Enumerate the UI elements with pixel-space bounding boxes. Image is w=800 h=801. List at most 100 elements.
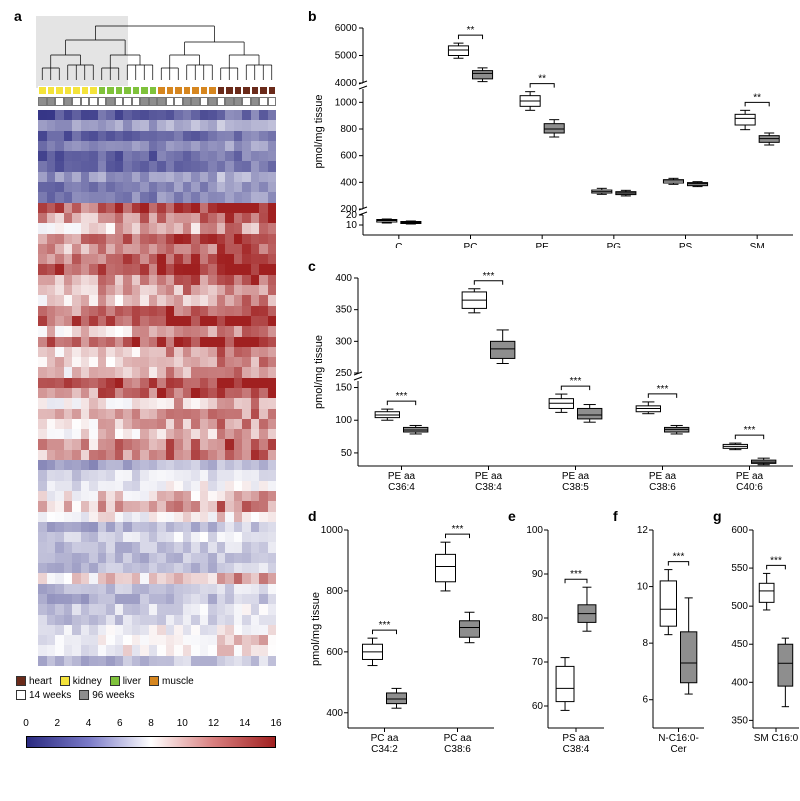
svg-text:6000: 6000 xyxy=(335,23,358,34)
age-cell xyxy=(89,97,98,106)
colorbar-gradient xyxy=(26,736,276,748)
age-cell xyxy=(259,97,268,106)
heatmap-row xyxy=(38,532,276,542)
age-cell xyxy=(242,97,251,106)
heatmap-row xyxy=(38,481,276,491)
svg-text:PC aa: PC aa xyxy=(371,733,399,744)
colorbar-tick: 2 xyxy=(54,718,60,729)
tissue-legend: heartkidneylivermuscle xyxy=(16,676,286,687)
tissue-cell xyxy=(225,86,234,95)
tissue-cell xyxy=(123,86,132,95)
svg-text:C: C xyxy=(395,242,402,248)
heatmap-row xyxy=(38,223,276,233)
svg-text:***: *** xyxy=(673,552,685,563)
heatmap-row xyxy=(38,553,276,563)
svg-text:***: *** xyxy=(657,384,669,395)
age-cell xyxy=(183,97,192,106)
svg-text:PE: PE xyxy=(535,242,549,248)
svg-text:C38:6: C38:6 xyxy=(649,482,676,493)
heatmap-row xyxy=(38,203,276,213)
svg-text:PE aa: PE aa xyxy=(736,471,764,482)
heatmap-row xyxy=(38,141,276,151)
legend-weeks14: 14 weeks xyxy=(16,690,71,701)
heatmap-row xyxy=(38,244,276,254)
svg-text:PC aa: PC aa xyxy=(444,733,472,744)
svg-text:PE aa: PE aa xyxy=(388,471,416,482)
svg-text:PG: PG xyxy=(607,242,622,248)
age-cell xyxy=(174,97,183,106)
heatmap-row xyxy=(38,264,276,274)
svg-text:C34:2: C34:2 xyxy=(371,744,398,755)
age-cell xyxy=(166,97,175,106)
tissue-cell xyxy=(81,86,90,95)
svg-text:400: 400 xyxy=(326,708,343,719)
age-cell xyxy=(251,97,260,106)
heatmap-row xyxy=(38,378,276,388)
heatmap-row xyxy=(38,254,276,264)
legend-muscle: muscle xyxy=(149,676,194,687)
tissue-cell xyxy=(140,86,149,95)
tissue-cell xyxy=(132,86,141,95)
svg-text:PS aa: PS aa xyxy=(562,733,590,744)
tissue-cell xyxy=(242,86,251,95)
age-cell xyxy=(55,97,64,106)
panel-d-chart: 4006008001000pmol/mg tissuePC aaC34:2PC … xyxy=(308,518,498,763)
heatmap-row xyxy=(38,316,276,326)
tissue-cell xyxy=(208,86,217,95)
colorbar-tick: 0 xyxy=(23,718,29,729)
heatmap-row xyxy=(38,234,276,244)
heatmap-row xyxy=(38,192,276,202)
age-cell xyxy=(225,97,234,106)
svg-text:1000: 1000 xyxy=(335,97,358,108)
heatmap-row xyxy=(38,563,276,573)
svg-text:C38:6: C38:6 xyxy=(444,744,471,755)
colorbar-tick: 16 xyxy=(270,718,281,729)
heatmap-row xyxy=(38,604,276,614)
svg-text:C38:4: C38:4 xyxy=(563,744,590,755)
colorbar: 0246810121416 xyxy=(16,718,286,758)
heatmap-row xyxy=(38,182,276,192)
svg-text:C38:5: C38:5 xyxy=(562,482,589,493)
svg-text:10: 10 xyxy=(637,582,649,593)
svg-text:C40:6: C40:6 xyxy=(736,482,763,493)
panel-b-chart: 40005000600020040060080010001020pmol/mg … xyxy=(308,18,798,248)
legend-kidney: kidney xyxy=(60,676,102,687)
age-cell xyxy=(191,97,200,106)
svg-text:400: 400 xyxy=(340,177,357,188)
heatmap-row xyxy=(38,151,276,161)
heatmap-row xyxy=(38,285,276,295)
age-cell xyxy=(268,97,277,106)
svg-text:350: 350 xyxy=(731,715,748,726)
svg-text:600: 600 xyxy=(326,647,343,658)
age-strip xyxy=(38,97,276,106)
heatmap-row xyxy=(38,542,276,552)
tissue-cell xyxy=(268,86,277,95)
tissue-cell xyxy=(89,86,98,95)
age-cell xyxy=(81,97,90,106)
svg-text:500: 500 xyxy=(731,601,748,612)
svg-text:20: 20 xyxy=(346,210,358,221)
svg-text:***: *** xyxy=(570,569,582,580)
legend-liver: liver xyxy=(110,676,141,687)
svg-text:10: 10 xyxy=(346,220,358,231)
age-cell xyxy=(123,97,132,106)
tissue-cell xyxy=(259,86,268,95)
panel-f-chart: 681012N-C16:0-Cer*** xyxy=(613,518,708,763)
heatmap-row xyxy=(38,161,276,171)
age-cell xyxy=(149,97,158,106)
svg-text:400: 400 xyxy=(335,273,352,284)
svg-text:800: 800 xyxy=(340,124,357,135)
heatmap-row xyxy=(38,594,276,604)
panel-c-chart: 25030035040050100150pmol/mg tissuePE aaC… xyxy=(308,268,798,498)
tissue-cell xyxy=(174,86,183,95)
heatmap-row xyxy=(38,625,276,635)
tissue-cell xyxy=(183,86,192,95)
age-cell xyxy=(140,97,149,106)
svg-text:PE aa: PE aa xyxy=(562,471,590,482)
svg-text:***: *** xyxy=(744,425,756,436)
heatmap-row xyxy=(38,367,276,377)
tissue-cell xyxy=(157,86,166,95)
colorbar-tick: 8 xyxy=(148,718,154,729)
svg-text:***: *** xyxy=(452,524,464,535)
heatmap xyxy=(38,110,276,666)
